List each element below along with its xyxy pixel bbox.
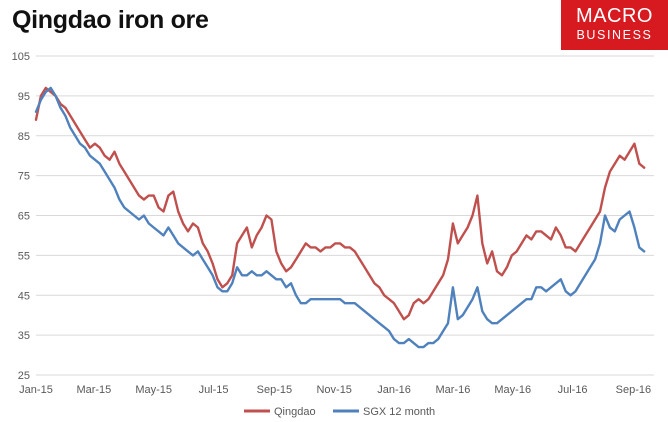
chart-title: Qingdao iron ore: [12, 6, 209, 34]
series-line-sgx-12-month: [34, 86, 646, 349]
x-tick-label: Jan-16: [377, 384, 411, 396]
x-tick-label: Jan-15: [19, 384, 53, 396]
x-tick-label: Sep-16: [616, 384, 651, 396]
y-tick-label: 95: [18, 91, 30, 103]
x-tick-label: Jul-16: [558, 384, 588, 396]
logo-line-1: MACRO: [576, 5, 653, 27]
y-tick-label: 105: [12, 51, 30, 63]
x-tick-label: Nov-15: [316, 384, 351, 396]
logo-line-2: BUSINESS: [576, 28, 653, 42]
legend-label-qingdao: Qingdao: [274, 406, 316, 418]
legend: Qingdao SGX 12 month: [244, 406, 435, 418]
x-tick-label: May-15: [135, 384, 172, 396]
y-tick-label: 25: [18, 370, 30, 382]
macro-business-logo: MACRO BUSINESS: [561, 0, 668, 50]
x-axis: Jan-15 Mar-15 May-15 Jul-15 Sep-15 Nov-15 Jan-…: [19, 384, 651, 396]
gridlines: [36, 55, 654, 376]
y-tick-label: 65: [18, 211, 30, 223]
y-tick-label: 85: [18, 131, 30, 143]
y-tick-label: 35: [18, 330, 30, 342]
y-tick-label: 55: [18, 250, 30, 262]
y-tick-label: 75: [18, 171, 30, 183]
x-tick-label: Mar-16: [435, 384, 470, 396]
x-tick-label: May-16: [494, 384, 531, 396]
y-tick-label: 45: [18, 290, 30, 302]
series-line-qingdao: [34, 86, 646, 321]
x-tick-label: Sep-15: [257, 384, 292, 396]
series-lines: [34, 86, 646, 349]
y-axis: 25 35 45 55 65 75 85 95 105: [12, 51, 30, 382]
x-tick-label: Jul-15: [199, 384, 229, 396]
x-tick-label: Mar-15: [76, 384, 111, 396]
legend-label-sgx: SGX 12 month: [363, 406, 435, 418]
